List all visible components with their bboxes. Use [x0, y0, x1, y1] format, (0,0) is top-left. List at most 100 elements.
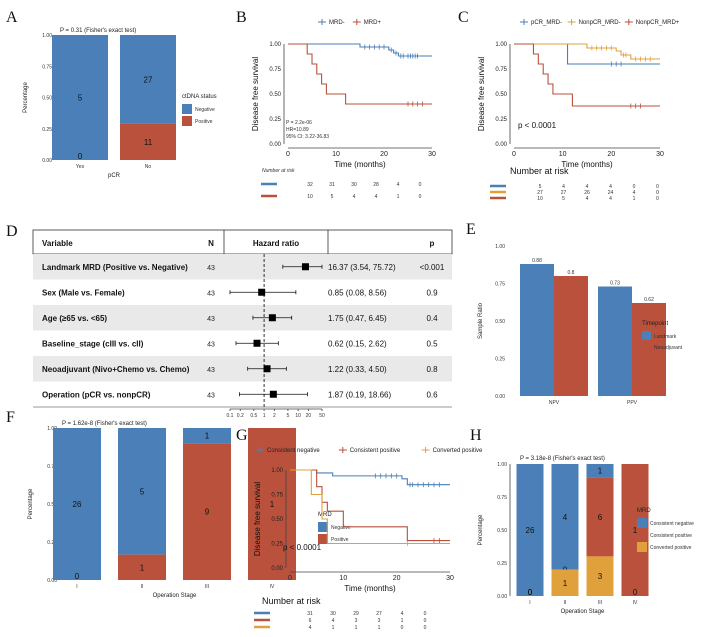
panel-f-xtick-label: IV — [270, 584, 275, 590]
panel-label-c: C — [458, 9, 469, 26]
panel-b-risk-value: 4 — [397, 182, 400, 188]
panel-f-test-title: P = 1.62e-8 (Fisher's exact test) — [62, 421, 147, 427]
panel-b-risk-value: 0 — [419, 182, 422, 188]
panel-h-bar-count-label: 1 — [598, 467, 603, 476]
panel-d-xtick-label: 50 — [319, 413, 325, 419]
panel-b-xtick-label: 10 — [332, 151, 340, 158]
panel-c-xtick-label: 30 — [656, 151, 664, 158]
panel-e-legend-label: Neoadjuvant — [654, 345, 683, 351]
panel-h-x-axis-title: Operation Stage — [561, 609, 605, 615]
panel-f-legend-swatch — [318, 522, 328, 532]
panel-d-header-hr: Hazard ratio — [253, 239, 299, 248]
panel-d-row-hr-text: 1.87 (0.19, 18.66) — [328, 390, 391, 399]
panel-e-ytick-label: 1.00 — [495, 244, 505, 250]
panel-c-risk-value: 4 — [562, 184, 565, 190]
panel-b-risk-value: 5 — [331, 194, 334, 200]
panel-d-row-label: Neoadjuvant (Nivo+Chemo vs. Chemo) — [42, 365, 190, 374]
panel-g-risk-value: 1 — [378, 625, 381, 631]
panel-d-row-p: 0.5 — [426, 339, 438, 348]
panel-a-legend-swatch — [182, 116, 192, 126]
panel-d-row-band — [33, 254, 452, 280]
panel-c-curve-1 — [514, 43, 660, 60]
panel-b-risk-value: 30 — [351, 182, 357, 188]
panel-g-risk-value: 30 — [330, 611, 336, 617]
panel-h-bar-count-label: 3 — [598, 572, 603, 581]
panel-label-h: H — [470, 427, 482, 444]
panel-g-legend-label: Converted positive — [433, 448, 483, 454]
panel-h-bar-count-label: 0 — [528, 588, 533, 597]
panel-d-xtick-label: 10 — [295, 413, 301, 419]
panel-a-legend-title: ctDNA status — [182, 94, 217, 100]
panel-a-test-title: P = 0.31 (Fisher's exact test) — [60, 28, 136, 34]
panel-e-legend-swatch — [642, 331, 651, 340]
panel-b-risk-value: 28 — [373, 182, 379, 188]
panel-c-risk-value: 0 — [656, 196, 659, 202]
panel-h-xtick-label: IV — [633, 600, 638, 606]
panel-d-row-n: 43 — [207, 367, 215, 374]
panel-d-row-band — [33, 305, 452, 331]
panel-e-bar-value-label: 0.62 — [644, 297, 654, 303]
panel-g-curve-0 — [290, 469, 450, 486]
panel-h-legend-label: Converted positive — [650, 545, 692, 551]
panel-e-xtick-label: PPV — [627, 400, 638, 406]
panel-e-bar-value-label: 0.88 — [532, 258, 542, 264]
panel-d-row-hr-text: 0.85 (0.08, 8.56) — [328, 288, 387, 297]
panel-c-risk-value: 1 — [633, 196, 636, 202]
panel-e-xtick-label: NPV — [549, 400, 560, 406]
panel-d-row-n: 43 — [207, 341, 215, 348]
panel-b-legend-label: MRD- — [329, 20, 345, 26]
panel-h-legend-swatch — [637, 542, 647, 552]
panel-a-xtick-label: Yes — [76, 164, 85, 170]
panel-g-legend-label: Consistent negative — [267, 448, 320, 454]
panel-f-legend-label: Negative — [331, 525, 351, 531]
panel-b-curve-1 — [288, 43, 432, 105]
panel-a-ytick-label: 0.00 — [42, 158, 52, 164]
panel-g-ytick-label: 0.25 — [271, 542, 283, 548]
panel-d-row-hr-text: 16.37 (3.54, 75.72) — [328, 263, 396, 272]
panel-h-legend-title: MRD — [637, 508, 651, 514]
panel-g-risk-value: 1 — [355, 625, 358, 631]
panel-d-hr-marker — [301, 263, 309, 271]
panel-f-bar-1 — [118, 554, 166, 580]
panel-d-xtick-label: 5 — [287, 413, 290, 419]
panel-g-x-axis-title: Time (months) — [344, 584, 396, 593]
panel-g-risk-value: 3 — [355, 618, 358, 624]
panel-c-risk-value: 26 — [584, 190, 590, 196]
panel-c-legend-label: NonpCR_MRD- — [579, 20, 621, 26]
panel-d-xtick-label: 0.2 — [237, 413, 244, 419]
panel-c-risk-value: 4 — [609, 196, 612, 202]
panel-e-bar-value-label: 0.8 — [568, 270, 575, 276]
panel-h-bar-1 — [586, 477, 614, 557]
panel-h-bar-count-label: 0 — [633, 588, 638, 597]
panel-e-ytick-label: 0.25 — [495, 357, 505, 363]
panel-b-risk-value: 1 — [397, 194, 400, 200]
panel-d-row-p: 0.8 — [426, 365, 438, 374]
panel-d-header-p: p — [430, 239, 435, 248]
panel-c-risk-value: 4 — [609, 184, 612, 190]
panel-b-risk-title: Number at risk — [262, 168, 295, 174]
panel-a-bar-1 — [120, 123, 176, 160]
panel-d-row-n: 43 — [207, 392, 215, 399]
panel-f-xtick-label: I — [76, 584, 77, 590]
panel-e-bar-value-label: 0.73 — [610, 281, 620, 287]
panel-g-risk-value: 27 — [376, 611, 382, 617]
panel-d-header-box — [32, 229, 453, 255]
panel-g-y-axis-title: Disease free survival — [253, 482, 262, 556]
panel-e-bar-1 — [554, 276, 588, 396]
panel-g-curve-2 — [290, 469, 450, 545]
panel-b-legend-label: MRD+ — [364, 20, 382, 26]
panel-d-xtick-label: 0.5 — [250, 413, 257, 419]
panel-c-risk-value: 4 — [586, 184, 589, 190]
panel-g-ytick-label: 0.00 — [271, 566, 283, 572]
panel-d-hr-marker — [263, 365, 271, 373]
panel-f-legend-swatch — [318, 534, 328, 544]
panel-h-legend-swatch — [637, 518, 647, 528]
panel-label-a: A — [6, 9, 18, 26]
panel-label-g: G — [236, 427, 248, 444]
panel-g-risk-value: 0 — [424, 625, 427, 631]
panel-g-risk-value: 4 — [309, 625, 312, 631]
panel-g-risk-value: 4 — [401, 611, 404, 617]
panel-f-legend-title: MRD — [318, 512, 332, 518]
panel-a-ytick-label: 1.00 — [42, 33, 52, 39]
